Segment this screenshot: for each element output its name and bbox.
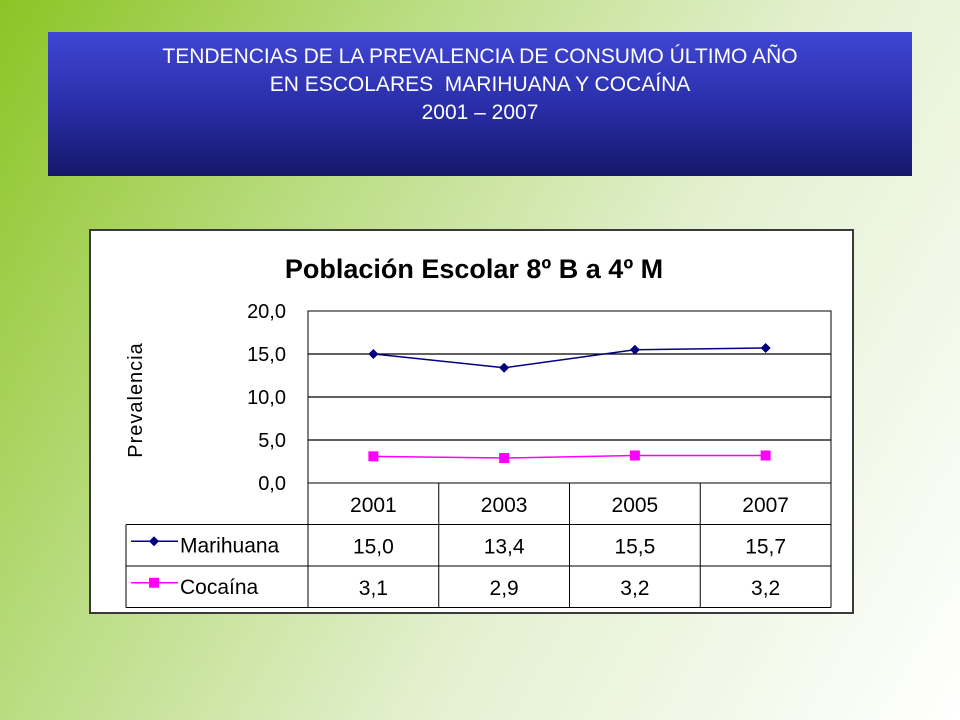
y-tick-label: 5,0 — [258, 430, 286, 452]
legend-series-name: Cocaína — [180, 576, 259, 599]
y-tick-label: 10,0 — [247, 387, 286, 409]
chart-container: Población Escolar 8º B a 4º M Prevalenci… — [89, 229, 854, 614]
legend-series-name: Marihuana — [180, 534, 280, 557]
x-category-label: 2005 — [612, 494, 659, 517]
y-tick-label: 0,0 — [258, 473, 286, 495]
x-category-label: 2003 — [481, 494, 528, 517]
data-table-value: 13,4 — [484, 535, 525, 558]
legend-key-marker — [149, 577, 159, 588]
data-table-value: 3,2 — [751, 577, 780, 600]
data-table-value: 3,2 — [620, 577, 649, 600]
data-table-value: 15,0 — [353, 535, 394, 558]
data-point — [760, 342, 771, 353]
x-category-label: 2001 — [350, 494, 397, 517]
data-table-value: 2,9 — [490, 577, 519, 600]
title-line-3: 2001 – 2007 — [421, 101, 539, 124]
x-category-label: 2007 — [742, 494, 789, 517]
title-line-1: TENDENCIAS DE LA PREVALENCIA DE CONSUMO … — [162, 45, 798, 68]
data-table-value: 15,7 — [745, 535, 786, 558]
y-tick-label: 15,0 — [247, 344, 286, 366]
line-chart: Población Escolar 8º B a 4º M Prevalenci… — [125, 254, 832, 608]
chart-title: Población Escolar 8º B a 4º M — [285, 254, 663, 284]
data-point — [629, 344, 640, 355]
data-point — [499, 453, 510, 464]
data-point — [760, 450, 771, 461]
title-banner: TENDENCIAS DE LA PREVALENCIA DE CONSUMO … — [48, 32, 912, 176]
data-table-value: 15,5 — [614, 535, 655, 558]
legend-key-marker — [149, 536, 159, 547]
series-line-1 — [373, 347, 766, 369]
y-axis-label: Prevalencia — [125, 342, 147, 458]
data-point — [368, 349, 379, 359]
y-tick-label: 20,0 — [247, 301, 286, 323]
title-line-2: EN ESCOLARES MARIHUANA Y COCAÍNA — [269, 73, 691, 96]
data-table-value: 3,1 — [359, 577, 388, 600]
data-point — [368, 451, 379, 462]
data-point — [499, 362, 510, 373]
data-point — [629, 450, 640, 461]
series-line-2 — [373, 454, 766, 459]
